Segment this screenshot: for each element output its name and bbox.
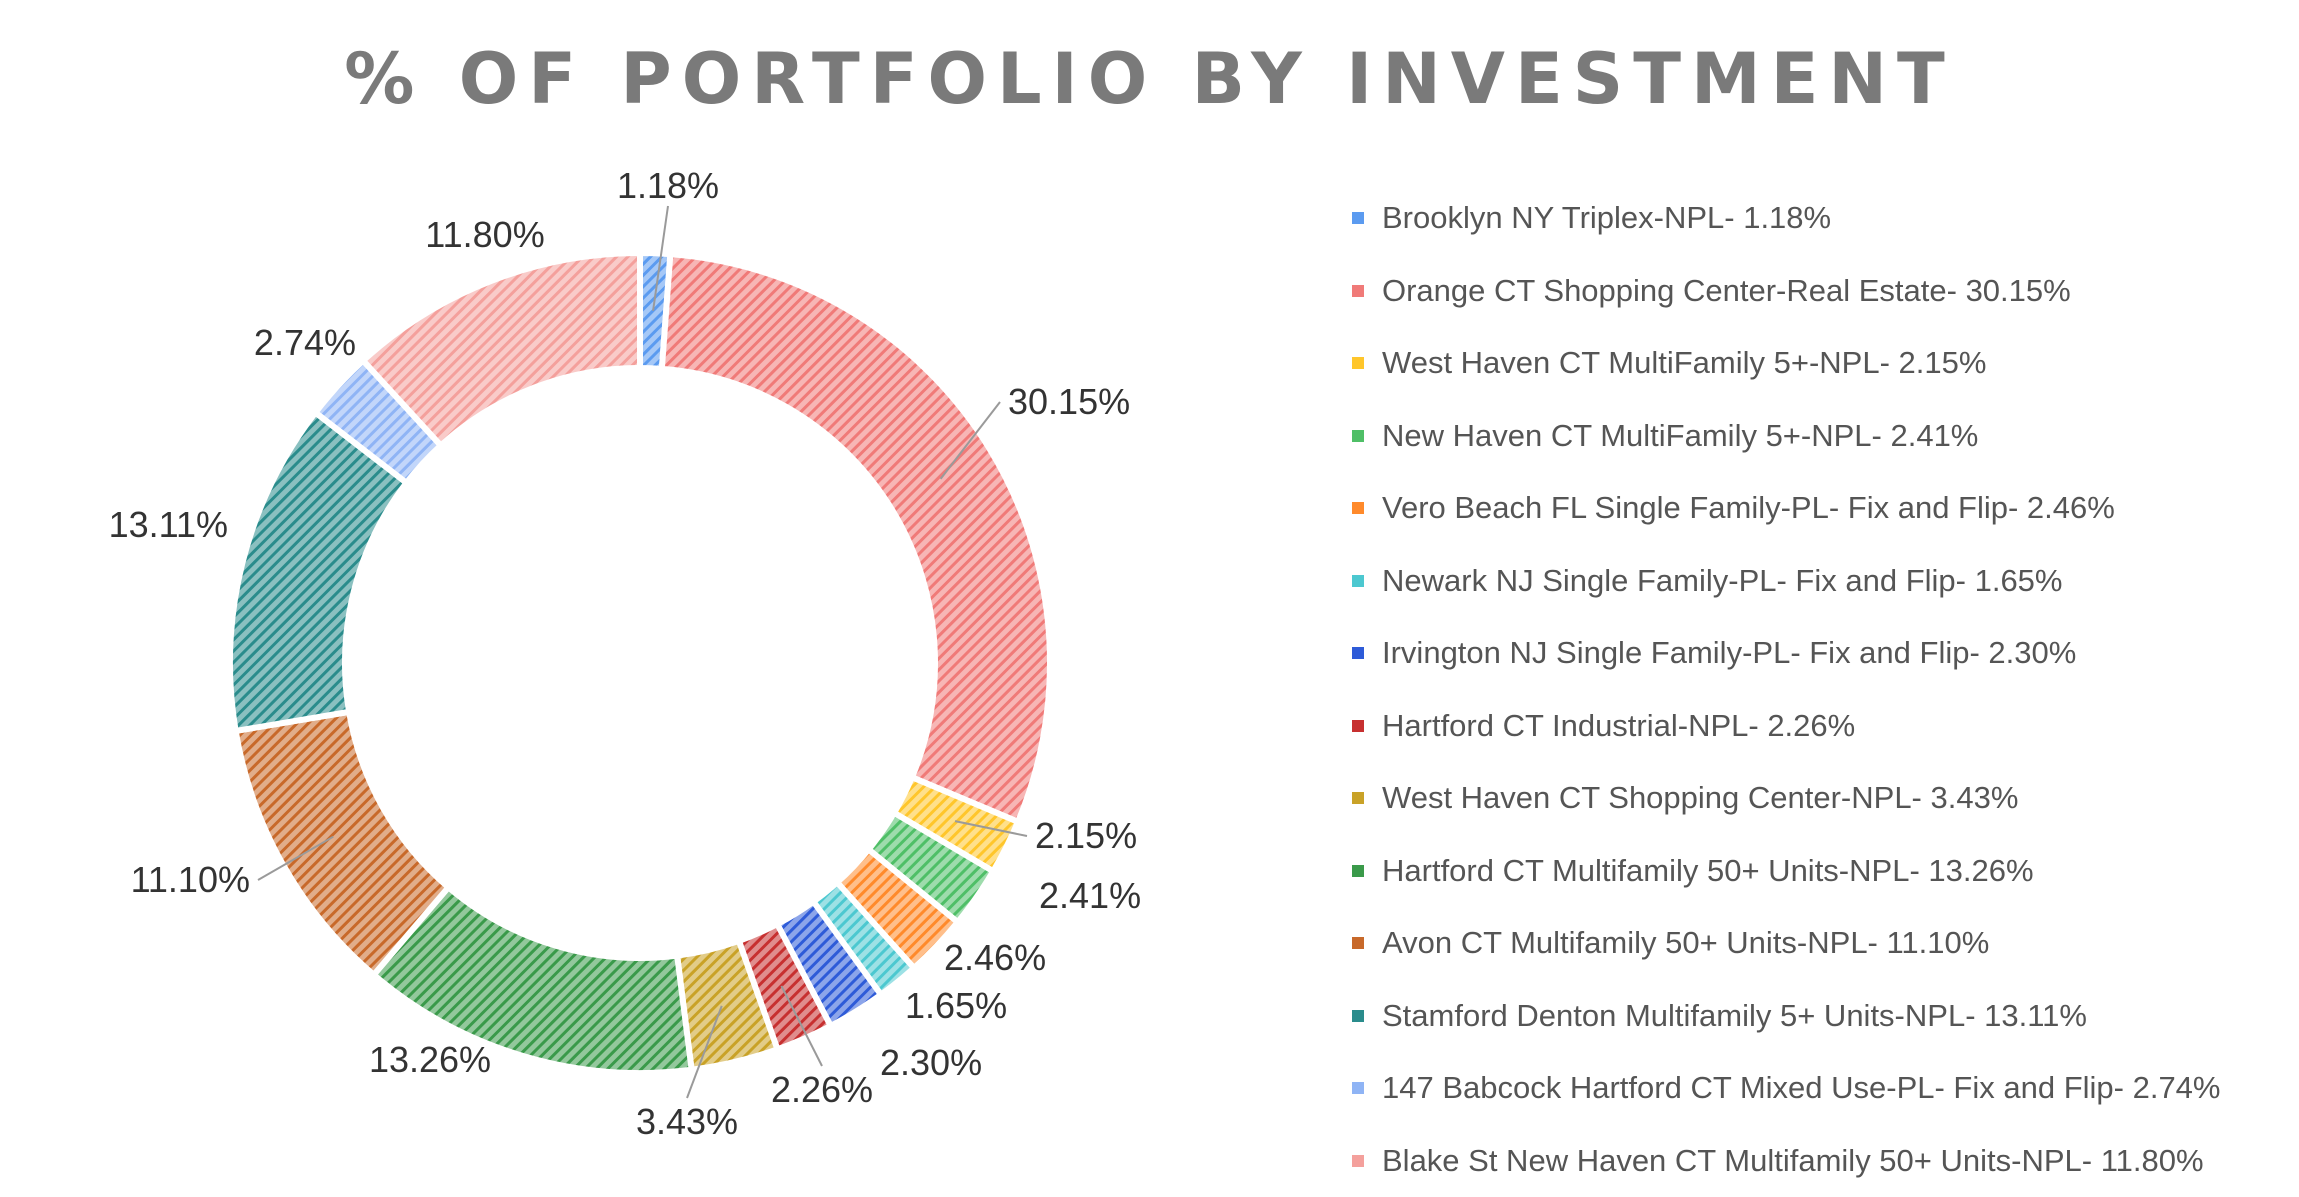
legend-swatch [1352, 502, 1364, 514]
data-label-11: 13.11% [109, 504, 228, 545]
legend-item: West Haven CT MultiFamily 5+-NPL- 2.15% [1352, 327, 2220, 400]
data-label-8: 3.43% [636, 1101, 738, 1142]
legend-label: 147 Babcock Hartford CT Mixed Use-PL- Fi… [1382, 1070, 2220, 1106]
legend-label: Irvington NJ Single Family-PL- Fix and F… [1382, 635, 2076, 671]
legend-swatch [1352, 865, 1364, 877]
legend-swatch [1352, 1082, 1364, 1094]
legend-swatch [1352, 792, 1364, 804]
legend-item: Blake St New Haven CT Multifamily 50+ Un… [1352, 1125, 2220, 1197]
slice-orange-ct-shopping-center-real-estate-30-15 [662, 254, 1050, 822]
legend-label: West Haven CT MultiFamily 5+-NPL- 2.15% [1382, 345, 1986, 381]
legend-swatch [1352, 357, 1364, 369]
donut-chart: 1.18% 30.15% 2.15% 2.41% 2.46% 1.65% 2.30%2.26… [0, 0, 1340, 1183]
data-label-1: 30.15% [1008, 381, 1130, 422]
legend-label: Vero Beach FL Single Family-PL- Fix and … [1382, 490, 2115, 526]
legend-label: Avon CT Multifamily 50+ Units-NPL- 11.10… [1382, 925, 1989, 961]
data-label-4: 2.46% [944, 937, 1046, 978]
legend-item: 147 Babcock Hartford CT Mixed Use-PL- Fi… [1352, 1052, 2220, 1125]
legend-label: New Haven CT MultiFamily 5+-NPL- 2.41% [1382, 418, 1978, 454]
data-label-0: 1.18% [617, 165, 719, 206]
legend-item: Hartford CT Industrial-NPL- 2.26% [1352, 690, 2220, 763]
legend-swatch [1352, 285, 1364, 297]
legend-swatch [1352, 1155, 1364, 1167]
legend-item: Newark NJ Single Family-PL- Fix and Flip… [1352, 545, 2220, 618]
legend-label: Hartford CT Industrial-NPL- 2.26% [1382, 708, 1855, 744]
data-label-7: 2.26% [771, 1069, 873, 1110]
legend-item: West Haven CT Shopping Center-NPL- 3.43% [1352, 762, 2220, 835]
data-label-9: 13.26% [369, 1039, 491, 1080]
data-label-10: 11.10% [131, 859, 250, 900]
data-label-5: 1.65% [905, 985, 1007, 1026]
legend-label: Brooklyn NY Triplex-NPL- 1.18% [1382, 200, 1831, 236]
legend-item: Orange CT Shopping Center-Real Estate- 3… [1352, 255, 2220, 328]
legend-item: Vero Beach FL Single Family-PL- Fix and … [1352, 472, 2220, 545]
legend-label: West Haven CT Shopping Center-NPL- 3.43% [1382, 780, 2018, 816]
legend-label: Newark NJ Single Family-PL- Fix and Flip… [1382, 563, 2063, 599]
data-label-2: 2.15% [1035, 815, 1137, 856]
donut-slices [230, 253, 1050, 1073]
legend-swatch [1352, 647, 1364, 659]
legend: Brooklyn NY Triplex-NPL- 1.18% Orange CT … [1352, 182, 2220, 1197]
legend-item: Irvington NJ Single Family-PL- Fix and F… [1352, 617, 2220, 690]
legend-item: Brooklyn NY Triplex-NPL- 1.18% [1352, 182, 2220, 255]
legend-item: New Haven CT MultiFamily 5+-NPL- 2.41% [1352, 400, 2220, 473]
legend-label: Blake St New Haven CT Multifamily 50+ Un… [1382, 1143, 2204, 1179]
legend-swatch [1352, 937, 1364, 949]
legend-item: Hartford CT Multifamily 50+ Units-NPL- 1… [1352, 835, 2220, 908]
data-label-3: 2.41% [1039, 875, 1141, 916]
legend-swatch [1352, 575, 1364, 587]
legend-label: Hartford CT Multifamily 50+ Units-NPL- 1… [1382, 853, 2034, 889]
legend-swatch [1352, 1010, 1364, 1022]
legend-swatch [1352, 212, 1364, 224]
data-label-6: 2.30% [880, 1042, 982, 1083]
legend-label: Orange CT Shopping Center-Real Estate- 3… [1382, 273, 2071, 309]
data-label-13: 11.80% [425, 214, 544, 255]
legend-swatch [1352, 430, 1364, 442]
legend-item: Stamford Denton Multifamily 5+ Units-NPL… [1352, 980, 2220, 1053]
legend-swatch [1352, 720, 1364, 732]
legend-label: Stamford Denton Multifamily 5+ Units-NPL… [1382, 998, 2087, 1034]
data-label-12: 2.74% [254, 322, 356, 363]
legend-item: Avon CT Multifamily 50+ Units-NPL- 11.10… [1352, 907, 2220, 980]
